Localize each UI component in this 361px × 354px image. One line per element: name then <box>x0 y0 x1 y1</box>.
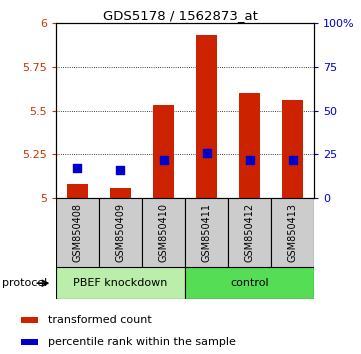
Text: protocol: protocol <box>2 278 47 288</box>
Text: GSM850408: GSM850408 <box>73 203 82 262</box>
Bar <box>110 188 131 198</box>
Bar <box>67 184 88 198</box>
Bar <box>21 317 38 323</box>
Point <box>118 167 123 173</box>
Text: GSM850410: GSM850410 <box>158 203 169 262</box>
Bar <box>21 338 38 345</box>
Point <box>161 157 166 162</box>
Text: GDS5178 / 1562873_at: GDS5178 / 1562873_at <box>103 9 258 22</box>
Bar <box>185 267 314 299</box>
Bar <box>271 198 314 267</box>
Text: PBEF knockdown: PBEF knockdown <box>73 278 168 288</box>
Text: control: control <box>230 278 269 288</box>
Point <box>290 157 295 162</box>
Bar <box>99 198 142 267</box>
Bar <box>228 198 271 267</box>
Point <box>75 166 81 171</box>
Bar <box>56 267 185 299</box>
Text: GSM850412: GSM850412 <box>244 203 255 262</box>
Bar <box>153 105 174 198</box>
Text: GSM850409: GSM850409 <box>116 203 126 262</box>
Text: percentile rank within the sample: percentile rank within the sample <box>48 337 235 347</box>
Bar <box>196 35 217 198</box>
Bar <box>56 198 99 267</box>
Point <box>204 150 209 155</box>
Text: transformed count: transformed count <box>48 315 151 325</box>
Point <box>247 157 252 162</box>
Bar <box>185 198 228 267</box>
Bar <box>282 100 303 198</box>
Bar <box>142 198 185 267</box>
Text: GSM850413: GSM850413 <box>288 203 297 262</box>
Bar <box>239 93 260 198</box>
Text: GSM850411: GSM850411 <box>201 203 212 262</box>
